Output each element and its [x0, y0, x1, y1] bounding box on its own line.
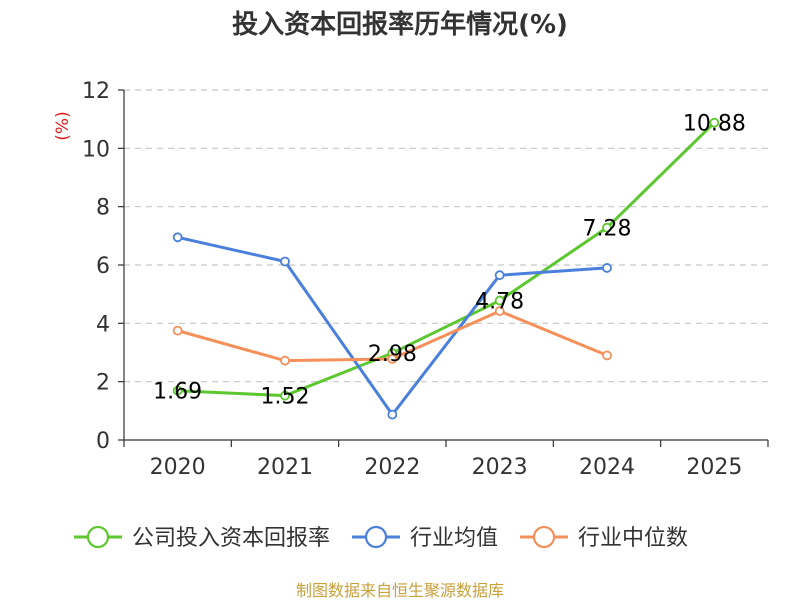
x-tick-label: 2023	[472, 455, 528, 480]
data-point	[602, 222, 612, 233]
data-point	[280, 256, 290, 267]
y-axis-label: (%)	[53, 111, 73, 140]
data-label: 10.88	[683, 112, 746, 137]
source-note: 制图数据来自恒生聚源数据库	[296, 581, 504, 600]
series-layer	[172, 117, 720, 420]
data-point	[494, 306, 505, 316]
legend-label: 行业均值	[410, 526, 498, 551]
legend-label: 行业中位数	[578, 526, 688, 551]
grid-lines	[124, 89, 768, 383]
legend-swatch-marker	[364, 525, 388, 549]
y-tick-label: 4	[96, 312, 110, 337]
data-labels: 1.69 1.52 2.98 4.78 7.28 10.88	[153, 112, 746, 410]
series-line	[177, 121, 716, 398]
legend: 公司投入资本回报率 行业均值 行业中位数	[74, 525, 688, 551]
y-tick-label: 2	[96, 371, 110, 396]
data-label: 2.98	[368, 342, 417, 367]
axes: 0 2 4 6 8 10 12 2020 2021 2022 2023 2024 2025	[82, 79, 769, 480]
legend-swatch-marker	[532, 525, 556, 549]
legend-swatch-marker	[86, 525, 110, 549]
data-point	[602, 350, 612, 361]
series-line	[177, 235, 608, 417]
data-point	[387, 409, 398, 420]
data-point	[387, 354, 398, 364]
data-point	[494, 270, 505, 281]
data-point	[494, 295, 505, 306]
data-point	[709, 117, 720, 128]
x-tick-label: 2022	[364, 455, 420, 480]
data-label: 1.69	[153, 380, 202, 405]
legend-label: 公司投入资本回报率	[132, 526, 330, 551]
legend-item: 公司投入资本回报率	[74, 525, 330, 551]
data-point	[172, 385, 183, 396]
y-tick-label: 10	[82, 137, 110, 162]
y-tick-label: 0	[96, 429, 110, 454]
y-tick-label: 6	[96, 254, 110, 279]
x-tick-label: 2021	[257, 455, 313, 480]
data-point	[602, 263, 612, 273]
data-point	[280, 355, 290, 366]
legend-item: 行业中位数	[520, 525, 688, 551]
y-tick-label: 12	[82, 79, 110, 104]
x-tick-label: 2025	[686, 455, 742, 480]
x-tick-label: 2020	[150, 455, 206, 480]
data-point	[280, 390, 290, 401]
y-tick-label: 8	[96, 196, 110, 221]
data-label: 1.52	[261, 385, 310, 410]
chart-title: 投入资本回报率历年情况(%)	[232, 9, 568, 40]
data-point	[172, 325, 183, 336]
data-label: 7.28	[583, 217, 632, 242]
x-tick-label: 2024	[579, 455, 635, 480]
data-point	[172, 232, 183, 243]
data-label: 4.78	[475, 290, 524, 315]
legend-item: 行业均值	[352, 525, 498, 551]
